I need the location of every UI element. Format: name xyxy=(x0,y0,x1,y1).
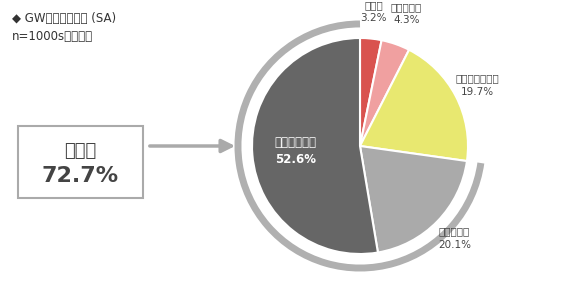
Text: 減った: 減った xyxy=(64,142,97,160)
Text: 少し増えた
4.3%: 少し増えた 4.3% xyxy=(390,2,422,25)
Text: 変わらなかった
19.7%: 変わらなかった 19.7% xyxy=(455,74,499,97)
Text: かなり減った
52.6%: かなり減った 52.6% xyxy=(274,136,316,166)
Text: 増えた
3.2%: 増えた 3.2% xyxy=(360,0,387,23)
Wedge shape xyxy=(360,40,409,146)
Wedge shape xyxy=(252,38,378,254)
Wedge shape xyxy=(360,146,467,253)
Text: 72.7%: 72.7% xyxy=(42,166,119,186)
Wedge shape xyxy=(360,50,468,161)
Text: ◆ GW中の消費増減 (SA): ◆ GW中の消費増減 (SA) xyxy=(12,12,116,25)
FancyBboxPatch shape xyxy=(18,126,143,198)
Text: n=1000s（全員）: n=1000s（全員） xyxy=(12,30,93,43)
Wedge shape xyxy=(360,38,381,146)
Text: 少し減った
20.1%: 少し減った 20.1% xyxy=(438,226,471,249)
